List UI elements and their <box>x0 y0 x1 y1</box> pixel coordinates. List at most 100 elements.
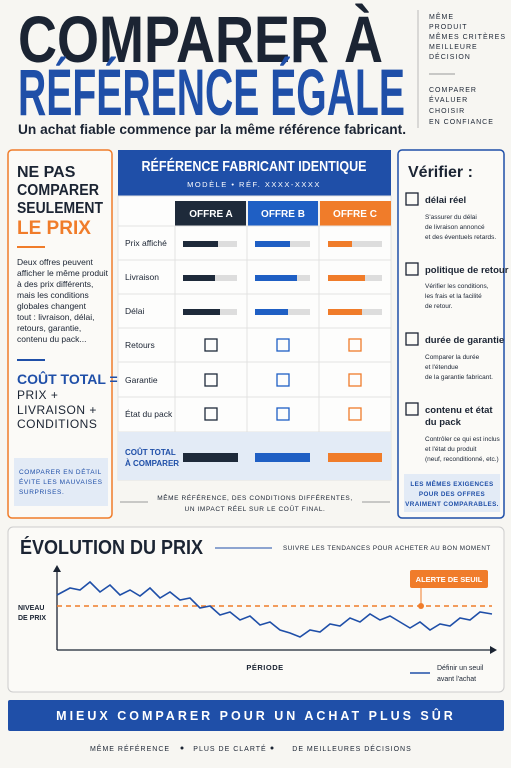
alert-badge <box>410 570 488 588</box>
verify-label: délai réel <box>425 195 466 206</box>
title: COMPARER À <box>18 2 383 76</box>
bar <box>328 241 352 247</box>
checkbox <box>348 338 362 352</box>
left-panel <box>7 149 113 519</box>
checkbox <box>348 373 362 387</box>
total-text: LIVRAISON + <box>17 403 97 417</box>
offer-header <box>248 201 318 226</box>
side-text: ÉVALUER <box>429 95 468 104</box>
verify-text: et l'état du produit <box>425 446 477 453</box>
side-text: PRODUIT <box>429 24 468 31</box>
bar <box>328 275 365 281</box>
legend-text: avant l'achat <box>437 676 476 683</box>
verify-text: Vérifier les conditions, <box>425 283 489 290</box>
total-text: PRIX + <box>17 388 58 402</box>
row-label: Prix affiché <box>125 238 167 248</box>
bar <box>255 309 288 315</box>
note-text: ÉVITE LES MAUVAISES <box>19 477 103 486</box>
bar <box>328 309 362 315</box>
note-text: LES MÊMES EXIGENCES <box>410 479 493 488</box>
checkbox <box>276 407 290 421</box>
side-text: MEILLEURE <box>429 44 478 51</box>
verify-text: (neuf, reconditionné, etc.) <box>425 456 499 463</box>
bullet <box>180 746 184 750</box>
checkbox <box>405 402 419 416</box>
table-title: RÉFÉRENCE FABRICANT IDENTIQUE <box>142 158 367 175</box>
verify-label: du pack <box>425 417 462 428</box>
side-text: CHOISIR <box>429 108 465 115</box>
checkboxes <box>204 338 362 421</box>
verify-label: durée de garantie <box>425 335 504 346</box>
body-text: afficher le même produit <box>17 268 109 278</box>
alert-label: ALERTE DE SEUIL <box>416 575 483 584</box>
bar <box>183 275 215 281</box>
body-text: Deux offres peuvent <box>17 257 94 267</box>
checkbox <box>405 262 419 276</box>
chart-title: ÉVOLUTION DU PRIX <box>20 536 204 559</box>
row-label: Garantie <box>125 375 158 385</box>
chart-tagline: SUIVRE LES TENDANCES POUR ACHETER AU BON… <box>283 545 491 552</box>
bar <box>183 453 238 462</box>
title: RÉFÉRENCE ÉGALE <box>18 55 405 129</box>
total-text: CONDITIONS <box>17 417 97 431</box>
heading: COMPARER <box>17 182 99 199</box>
bar <box>255 275 297 281</box>
banner <box>8 700 504 731</box>
y-label: NIVEAU <box>18 605 44 612</box>
side-text: DÉCISION <box>429 52 471 61</box>
side-text: MÊME <box>429 12 454 21</box>
footer-text: DE MEILLEURES DÉCISIONS <box>292 744 411 753</box>
arrow <box>490 646 497 654</box>
note-box <box>14 458 108 506</box>
total-text: COÛT TOTAL = <box>17 370 118 387</box>
verify-text: de retour. <box>425 303 453 310</box>
note-text: SURPRISES. <box>19 489 64 496</box>
row-label: État du pack <box>125 409 173 419</box>
row-label: Livraison <box>125 272 159 282</box>
verify-text: et des éventuels retards. <box>425 234 496 241</box>
note-text: COMPARER EN DÉTAIL <box>19 467 102 476</box>
banner-text: MIEUX COMPARER POUR UN ACHAT PLUS SÛR <box>56 708 456 723</box>
table-header <box>118 150 391 196</box>
row-label: Délai <box>125 306 144 316</box>
checkbox <box>276 338 290 352</box>
row-label: Retours <box>125 340 155 350</box>
offer-header <box>320 201 391 226</box>
body-text: contenu du pack... <box>17 334 86 344</box>
legend-text: Définir un seuil <box>437 665 484 672</box>
checkbox <box>405 192 419 206</box>
bar <box>183 309 220 315</box>
checkbox <box>204 373 218 387</box>
y-label: DE PRIX <box>18 615 46 622</box>
bar <box>183 241 218 247</box>
footnote: MÊME RÉFÉRENCE, DES CONDITIONS DIFFÉRENT… <box>157 493 353 502</box>
bar-track <box>328 241 382 247</box>
bar <box>328 453 382 462</box>
bullet <box>270 746 274 750</box>
body-text: à des prix différents, <box>17 279 93 289</box>
note-text: POUR DES OFFRES <box>419 491 485 498</box>
checkbox <box>204 407 218 421</box>
bar <box>255 453 310 462</box>
bar <box>255 241 290 247</box>
note-box <box>404 474 500 512</box>
verify-label: contenu et état <box>425 405 493 416</box>
body-text: retours, garantie, <box>17 323 81 333</box>
table-subtitle: MODÈLE • RÉF. XXXX-XXXX <box>187 180 321 189</box>
verify-text: Comparer la durée <box>425 354 480 361</box>
footer-text: MÊME RÉFÉRENCE <box>90 744 170 753</box>
row-label: À COMPARER <box>125 459 179 468</box>
subtitle: Un achat fiable commence par la même réf… <box>18 121 406 137</box>
heading: SEULEMENT <box>17 200 103 217</box>
side-text: COMPARER <box>429 87 477 94</box>
heading-accent: LE PRIX <box>17 218 91 239</box>
offer-label: OFFRE B <box>261 209 305 220</box>
side-text: MÊMES CRITÈRES <box>429 32 506 41</box>
footer-text: PLUS DE CLARTÉ <box>193 744 266 753</box>
body-text: mais les conditions <box>17 290 89 300</box>
price-line <box>56 580 493 638</box>
body-text: tout : livraison, délai, <box>17 312 94 322</box>
chart-panel <box>7 526 505 693</box>
heading: NE PAS <box>17 164 76 181</box>
